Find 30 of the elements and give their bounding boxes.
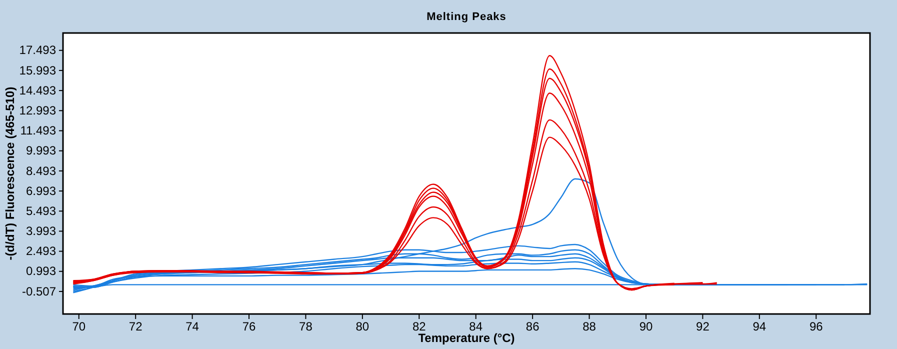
y-tick-label: 14.493 [19,83,56,98]
x-tick-label: 86 [526,320,540,334]
y-tick-label: 9.993 [26,144,56,158]
x-tick-label: 72 [128,320,143,334]
x-tick-label: 84 [469,320,483,334]
x-tick-label: 82 [412,320,426,334]
y-tick-label: 2.493 [26,244,56,258]
x-tick-label: 92 [696,320,710,334]
y-tick-label: -0.507 [22,284,56,298]
x-axis-title: Temperature (°C) [418,331,515,345]
x-tick-label: 96 [809,320,824,334]
x-tick-label: 78 [299,320,313,334]
x-tick-label: 90 [639,320,653,334]
y-axis-title: -(d/dT) Fluorescence (465-510) [3,86,17,260]
y-tick-label: 8.493 [26,164,56,178]
x-tick-label: 76 [242,320,256,334]
y-tick-label: 12.993 [19,103,56,118]
x-tick-label: 80 [356,320,370,334]
y-tick-label: 5.493 [26,204,56,218]
x-tick-label: 70 [72,320,86,334]
chart-title: Melting Peaks [426,11,506,23]
y-tick-label: 15.993 [19,63,56,78]
y-tick-label: 6.993 [26,184,56,198]
y-tick-label: 11.493 [20,124,56,138]
x-tick-label: 94 [752,320,766,334]
y-tick-label: 17.493 [19,43,56,58]
y-tick-label: 3.993 [26,224,56,238]
x-tick-label: 88 [582,320,596,334]
y-tick-label: 0.993 [26,264,56,278]
x-tick-label: 74 [186,320,200,334]
